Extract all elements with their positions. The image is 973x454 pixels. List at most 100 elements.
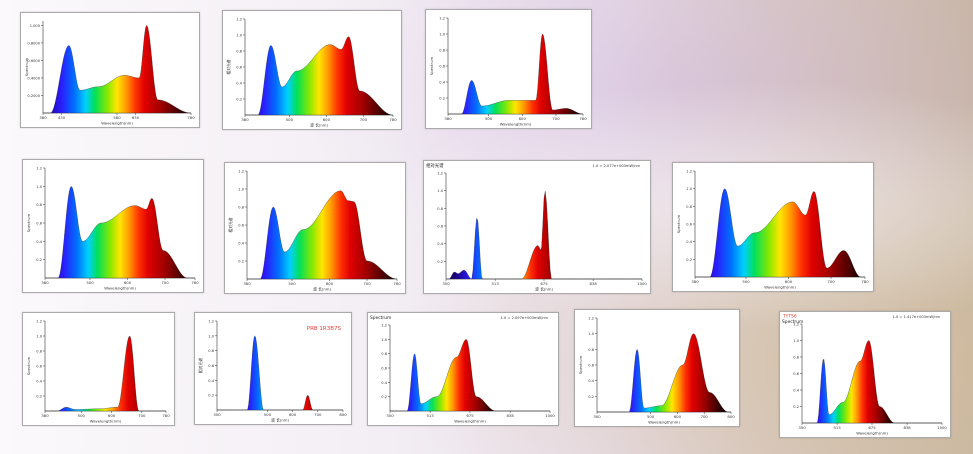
x-tick-label: 580 [113, 115, 121, 120]
spectrum-chart-9: 0.2 0.4 0.6 0.8 1.0 1.2 300 500 600 700 800 波 长(nm)… [194, 312, 352, 425]
x-tick-label: 838 [506, 413, 514, 418]
x-tick-label: 350 [386, 413, 394, 418]
x-tick-label: 380 [691, 279, 699, 284]
chart-title: Spectrum [370, 315, 391, 321]
y-axis-label: Spectrum [676, 215, 681, 234]
y-tick-label: 1.0 [437, 189, 443, 193]
y-tick-label: 0.6 [381, 367, 387, 371]
x-axis-label: 波 长(nm) [313, 287, 331, 292]
y-tick-label: 0.6 [439, 65, 445, 69]
x-tick-label: 700 [827, 279, 835, 284]
y-tick-label: 0.8 [437, 207, 443, 211]
x-tick-label: 700 [360, 117, 368, 122]
y-tick-label: 1.2 [236, 18, 242, 22]
y-tick-label: 1.0 [439, 33, 445, 37]
y-tick-label: 0.2 [437, 260, 443, 264]
x-tick-label: 500 [78, 413, 86, 418]
x-tick-label: 600 [674, 414, 682, 419]
spectrum-chart-8: 0.2 0.4 0.6 0.8 1.0 1.2 380 500 600 700 780 Wavelen… [22, 312, 175, 426]
y-tick-label: 0.6 [238, 224, 244, 228]
x-tick-label: 1000 [637, 281, 647, 286]
y-tick-label: 0.4 [238, 242, 244, 246]
y-tick-label: 0.6 [208, 364, 214, 368]
x-tick-label: 500 [647, 414, 655, 419]
y-tick-label: 1.2 [793, 323, 799, 327]
y-axis-label: Spectrum [26, 357, 31, 376]
y-tick-label: 1.000 [30, 24, 41, 28]
y-axis-label: 相对光谱 [226, 59, 231, 74]
y-axis-label: 相对光谱 [228, 217, 233, 232]
y-tick-label: 1.2 [439, 17, 445, 21]
y-tick-label: 0.4 [437, 242, 443, 246]
x-tick-label: 380 [41, 413, 49, 418]
x-tick-label: 700 [701, 414, 709, 419]
y-tick-label: 0.2 [793, 405, 799, 409]
x-tick-label: 430 [58, 115, 66, 120]
x-tick-label: 630 [132, 115, 140, 120]
y-axis-label: Spectrum [24, 58, 29, 77]
chart-svg: 0.2 0.4 0.6 0.8 1.0 1.2 300 500 600 700 800 波 长(nm)… [198, 320, 347, 423]
y-tick-label: 0.6 [236, 66, 242, 70]
x-tick-label: 675 [466, 413, 474, 418]
spectrum-chart-4: 0.2 0.4 0.6 0.8 1.0 1.2 380 500 600 700 780 Wavelen… [22, 159, 204, 293]
x-axis-label: Wavelength(nm) [90, 419, 122, 424]
x-tick-label: 600 [108, 413, 116, 418]
y-tick-label: 0.8 [36, 203, 42, 207]
x-tick-label: 513 [833, 425, 841, 430]
x-tick-label: 500 [286, 117, 294, 122]
y-tick-label: 1.0 [208, 334, 214, 338]
y-tick-label: 1.2 [36, 167, 42, 171]
y-tick-label: 0.4 [439, 81, 445, 85]
x-tick-label: 780 [191, 280, 199, 285]
y-tick-label: 0.2 [208, 394, 214, 398]
x-tick-label: 780 [187, 115, 195, 120]
y-tick-label: 0.4 [236, 82, 242, 86]
y-axis-label: 相对光谱 [198, 358, 203, 373]
y-tick-label: 0.2000 [27, 94, 40, 98]
y-tick-label: 0.4 [381, 381, 387, 385]
chart-svg: 0.2 0.4 0.6 0.8 1.0 1.2 350 513 675 838 1000 波 长(nm… [426, 162, 647, 292]
x-axis-label: 波 长(nm) [310, 123, 328, 128]
chart-svg: 0.2 0.4 0.6 0.8 1.0 1.2 300 500 600 700 800 Wavelen… [578, 317, 735, 425]
x-tick-label: 1000 [545, 413, 555, 418]
spectrum-chart-3: 0.2 0.4 0.6 0.8 1.0 1.2 380 500 600 700 780 Wavelen… [425, 9, 592, 129]
x-axis-label: Wavelength(nm) [454, 419, 486, 424]
x-axis-label: Wavelength(nm) [648, 420, 680, 425]
x-tick-label: 780 [861, 279, 869, 284]
spectrum-area [695, 188, 865, 278]
chart-svg: 0.2 0.4 0.6 0.8 1.0 1.2 380 500 600 700 780 波 长(nm)… [228, 170, 401, 292]
y-tick-label: 1.0 [36, 335, 42, 339]
y-tick-label: 1.0 [36, 185, 42, 189]
x-tick-label: 600 [785, 279, 793, 284]
y-tick-label: 1.0 [238, 188, 244, 192]
y-tick-label: 1.0 [588, 332, 594, 336]
spectrum-area [247, 190, 398, 280]
y-tick-label: 0.8 [588, 348, 594, 352]
x-axis-label: Wavelength(nm) [500, 122, 532, 127]
y-tick-label: 1.0 [381, 338, 387, 342]
x-tick-label: 1000 [937, 425, 947, 430]
spectrum-chart-5: 0.2 0.4 0.6 0.8 1.0 1.2 380 500 600 700 780 波 长(nm)… [224, 162, 406, 294]
chart-svg: 0.2 0.4 0.6 0.8 1.0 1.2 380 500 600 700 780 Wavelen… [26, 320, 170, 424]
x-tick-label: 675 [540, 281, 548, 286]
y-tick-label: 0.8 [686, 205, 692, 209]
y-tick-label: 0.2 [686, 258, 692, 262]
y-tick-label: 0.4 [588, 379, 594, 383]
chart-svg: 0.2 0.4 0.6 0.8 1.0 1.2 380 500 600 700 780 Wavelen… [26, 167, 199, 291]
x-axis-label: Wavelength(nm) [101, 121, 133, 126]
x-axis-label: Wavelength(nm) [856, 431, 888, 436]
spectrum-chart-7: 0.2 0.4 0.6 0.8 1.0 1.2 380 500 600 700 780 Wavelen… [672, 162, 874, 292]
y-tick-label: 1.2 [36, 320, 42, 324]
spectrum-area [448, 33, 584, 115]
chart-svg: 0.2 0.4 0.6 0.8 1.0 1.2 380 500 600 700 780 Wavelen… [429, 17, 587, 127]
chart-svg: 0.2 0.4 0.6 0.8 1.0 1.2 350 513 675 838 1000 Wavele… [782, 314, 947, 436]
spectrum-chart-2: 0.2 0.4 0.6 0.8 1.0 1.2 380 500 600 700 780 波 长(nm)… [222, 10, 402, 130]
spectrum-chart-11: 0.2 0.4 0.6 0.8 1.0 1.2 300 500 600 700 800 Wavelen… [574, 309, 740, 427]
y-axis-label: Spectrum [578, 356, 583, 375]
y-tick-label: 0.8000 [27, 41, 40, 45]
y-tick-label: 0.2 [439, 97, 445, 101]
x-axis-label: Wavelength(nm) [764, 285, 796, 290]
x-tick-label: 700 [552, 116, 560, 121]
y-axis-label: Spectrum [429, 57, 434, 76]
y-axis-label: Spectrum [26, 214, 31, 233]
